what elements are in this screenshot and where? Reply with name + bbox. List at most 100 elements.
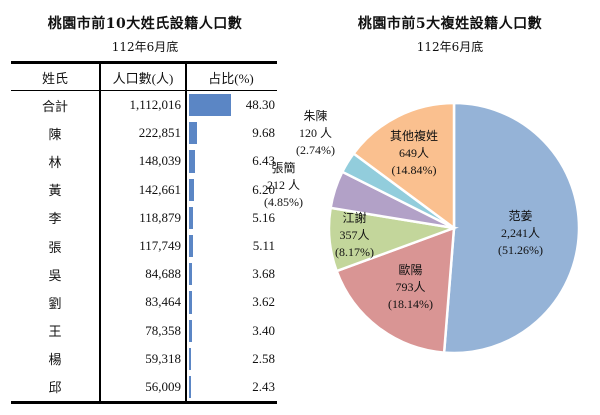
slice-percent: (2.74%) xyxy=(296,143,335,157)
surname-cell: 陳 xyxy=(11,119,101,148)
slice-name: 張簡 xyxy=(271,161,296,175)
share-value: 48.30 xyxy=(245,97,275,113)
share-cell: 5.16 xyxy=(187,204,277,232)
table-subtitle: 112年6月底 xyxy=(111,40,179,54)
surname-cell: 合計 xyxy=(11,91,101,120)
share-cell: 9.68 xyxy=(187,119,277,147)
share-bar xyxy=(189,206,194,229)
share-cell: 6.43 xyxy=(187,147,277,175)
table-row: 劉 83,464 3.62 xyxy=(11,288,277,317)
table-row: 陳 222,851 9.68 xyxy=(11,119,277,148)
slice-percent: (51.26%) xyxy=(498,243,543,257)
share-cell: 2.43 xyxy=(187,373,277,401)
population-cell: 1,112,016 xyxy=(101,91,187,120)
share-cell: 2.58 xyxy=(187,345,277,373)
surname-cell: 王 xyxy=(11,316,101,345)
share-cell: 6.20 xyxy=(187,176,277,204)
table-row: 吳 84,688 3.68 xyxy=(11,260,277,289)
population-cell: 148,039 xyxy=(101,147,187,176)
table-row: 邱 56,009 2.43 xyxy=(11,372,277,402)
slice-name: 江謝 xyxy=(342,211,367,225)
surname-cell: 張 xyxy=(11,231,101,261)
pie-subtitle: 112年6月底 xyxy=(416,40,484,54)
surname-cell: 吳 xyxy=(11,260,101,289)
share-cell: 3.40 xyxy=(187,317,277,345)
population-cell: 117,749 xyxy=(101,231,187,261)
share-bar xyxy=(189,122,198,145)
share-value: 2.43 xyxy=(252,378,275,394)
surname-cell: 黃 xyxy=(11,175,101,204)
pie-slice xyxy=(442,101,581,355)
pie-slice-label: 張簡 212 人 (4.85%) xyxy=(264,160,303,211)
population-cell: 118,879 xyxy=(101,203,187,232)
share-value: 6.20 xyxy=(252,181,275,197)
table-row: 楊 59,318 2.58 xyxy=(11,344,277,373)
share-value: 5.16 xyxy=(252,209,275,225)
table-row: 林 148,039 6.43 xyxy=(11,147,277,176)
slice-count: 2,241人 xyxy=(500,226,540,240)
population-cell: 56,009 xyxy=(101,372,187,402)
table-title: 桃園市前10大姓氏設籍人口數 xyxy=(47,16,243,32)
pie-title: 桃園市前5大複姓設籍人口數 xyxy=(357,16,543,32)
table-row: 張 117,749 5.11 xyxy=(11,231,277,261)
slice-percent: (14.84%) xyxy=(391,163,437,177)
surname-cell: 李 xyxy=(11,203,101,232)
population-cell: 84,688 xyxy=(101,260,187,289)
share-cell: 5.11 xyxy=(187,232,277,260)
share-value: 2.58 xyxy=(252,350,275,366)
slice-name: 范姜 xyxy=(508,209,533,223)
surname-table: 姓氏 人口數(人) 占比(%) 合計 1,112,016 48.30 陳 222,851… xyxy=(11,61,277,405)
share-bar xyxy=(189,375,192,399)
pie-slice xyxy=(335,226,456,354)
share-bar xyxy=(189,94,231,117)
share-bar xyxy=(189,150,195,173)
surname-cell: 邱 xyxy=(11,372,101,402)
table-row: 王 78,358 3.40 xyxy=(11,316,277,345)
slice-count: 649人 xyxy=(399,146,430,160)
slice-name: 其他複姓 xyxy=(390,129,439,143)
slice-name: 歐陽 xyxy=(398,263,423,277)
table-header-row: 姓氏 人口數(人) 占比(%) xyxy=(11,64,277,91)
slice-name: 朱陳 xyxy=(303,109,328,123)
share-value: 3.62 xyxy=(252,294,275,310)
share-bar xyxy=(189,291,193,314)
slice-count: 793人 xyxy=(395,280,426,294)
table-row: 合計 1,112,016 48.30 xyxy=(11,91,277,120)
slice-count: 212 人 xyxy=(266,178,300,192)
share-bar xyxy=(189,234,194,258)
table-row: 黃 142,661 6.20 xyxy=(11,175,277,204)
share-cell: 3.68 xyxy=(187,260,277,288)
share-bar xyxy=(189,178,195,201)
slice-count: 357人 xyxy=(339,228,370,242)
share-bar xyxy=(189,319,192,342)
slice-percent: (8.17%) xyxy=(335,245,374,259)
population-cell: 59,318 xyxy=(101,344,187,373)
population-cell: 78,358 xyxy=(101,316,187,345)
surname-cell: 林 xyxy=(11,147,101,176)
share-cell: 3.62 xyxy=(187,288,277,316)
share-bar xyxy=(189,263,193,286)
slice-percent: (4.85%) xyxy=(264,195,303,209)
share-cell: 48.30 xyxy=(187,91,277,119)
population-cell: 83,464 xyxy=(101,288,187,317)
share-value: 3.68 xyxy=(252,266,275,282)
header-population: 人口數(人) xyxy=(101,64,187,90)
pie-slice-label: 江謝 357人 (8.17%) xyxy=(335,210,374,261)
share-value: 3.40 xyxy=(252,322,275,338)
slice-percent: (18.14%) xyxy=(388,297,433,311)
pie-slice-label: 其他複姓 649人 (14.84%) xyxy=(390,128,438,179)
population-cell: 222,851 xyxy=(101,119,187,148)
table-row: 李 118,879 5.16 xyxy=(11,203,277,232)
surname-cell: 劉 xyxy=(11,288,101,317)
share-value: 9.68 xyxy=(252,125,275,141)
pie-slice-label: 歐陽 793人 (18.14%) xyxy=(388,262,433,313)
population-cell: 142,661 xyxy=(101,175,187,204)
share-bar xyxy=(189,347,192,370)
header-surname: 姓氏 xyxy=(11,64,101,90)
slice-count: 120 人 xyxy=(298,126,332,140)
pie-slice xyxy=(351,101,456,231)
share-value: 6.43 xyxy=(252,153,275,169)
surname-cell: 楊 xyxy=(11,344,101,373)
pie-slice-label: 朱陳 120 人 (2.74%) xyxy=(296,108,335,159)
